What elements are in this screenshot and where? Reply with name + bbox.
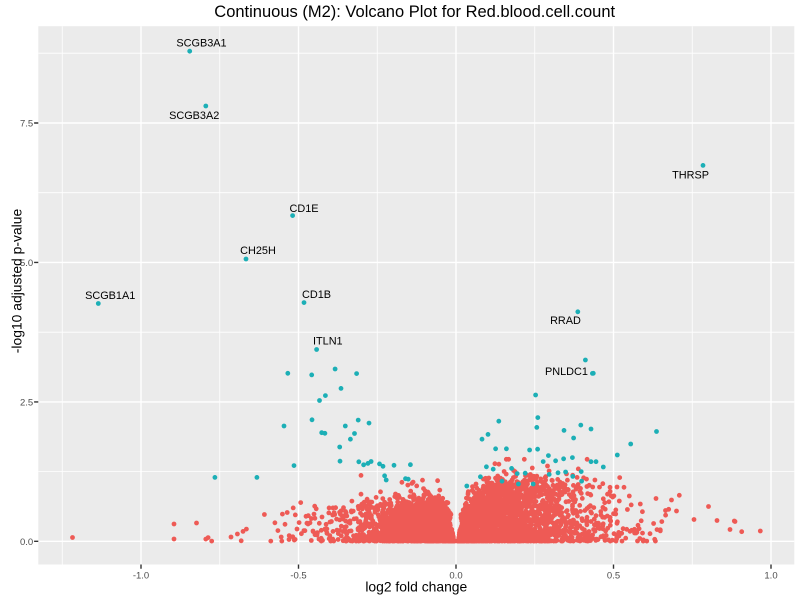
svg-text:SCGB3A1: SCGB3A1 bbox=[176, 37, 226, 49]
svg-text:0.0: 0.0 bbox=[20, 537, 33, 548]
svg-text:1.0: 1.0 bbox=[764, 570, 777, 581]
svg-text:-0.5: -0.5 bbox=[290, 570, 306, 581]
svg-text:PNLDC1: PNLDC1 bbox=[545, 366, 588, 378]
svg-text:CH25H: CH25H bbox=[240, 245, 276, 257]
svg-text:-log10 adjusted p-value: -log10 adjusted p-value bbox=[9, 209, 25, 354]
svg-text:SCGB3A2: SCGB3A2 bbox=[169, 110, 219, 122]
svg-text:0.5: 0.5 bbox=[607, 570, 620, 581]
svg-text:5.0: 5.0 bbox=[20, 258, 33, 269]
svg-text:Continuous (M2): Volcano Plot: Continuous (M2): Volcano Plot for Red.bl… bbox=[214, 3, 615, 21]
svg-text:2.5: 2.5 bbox=[20, 398, 33, 409]
svg-text:7.5: 7.5 bbox=[20, 119, 33, 130]
svg-text:RRAD: RRAD bbox=[550, 315, 581, 327]
svg-text:THRSP: THRSP bbox=[672, 170, 709, 182]
svg-text:-1.0: -1.0 bbox=[133, 570, 149, 581]
svg-text:CD1E: CD1E bbox=[289, 203, 318, 215]
svg-text:ITLN1: ITLN1 bbox=[313, 335, 343, 347]
svg-text:SCGB1A1: SCGB1A1 bbox=[85, 290, 135, 302]
svg-text:CD1B: CD1B bbox=[302, 289, 331, 301]
svg-text:log2 fold change: log2 fold change bbox=[365, 579, 467, 595]
svg-text:0.0: 0.0 bbox=[449, 570, 462, 581]
